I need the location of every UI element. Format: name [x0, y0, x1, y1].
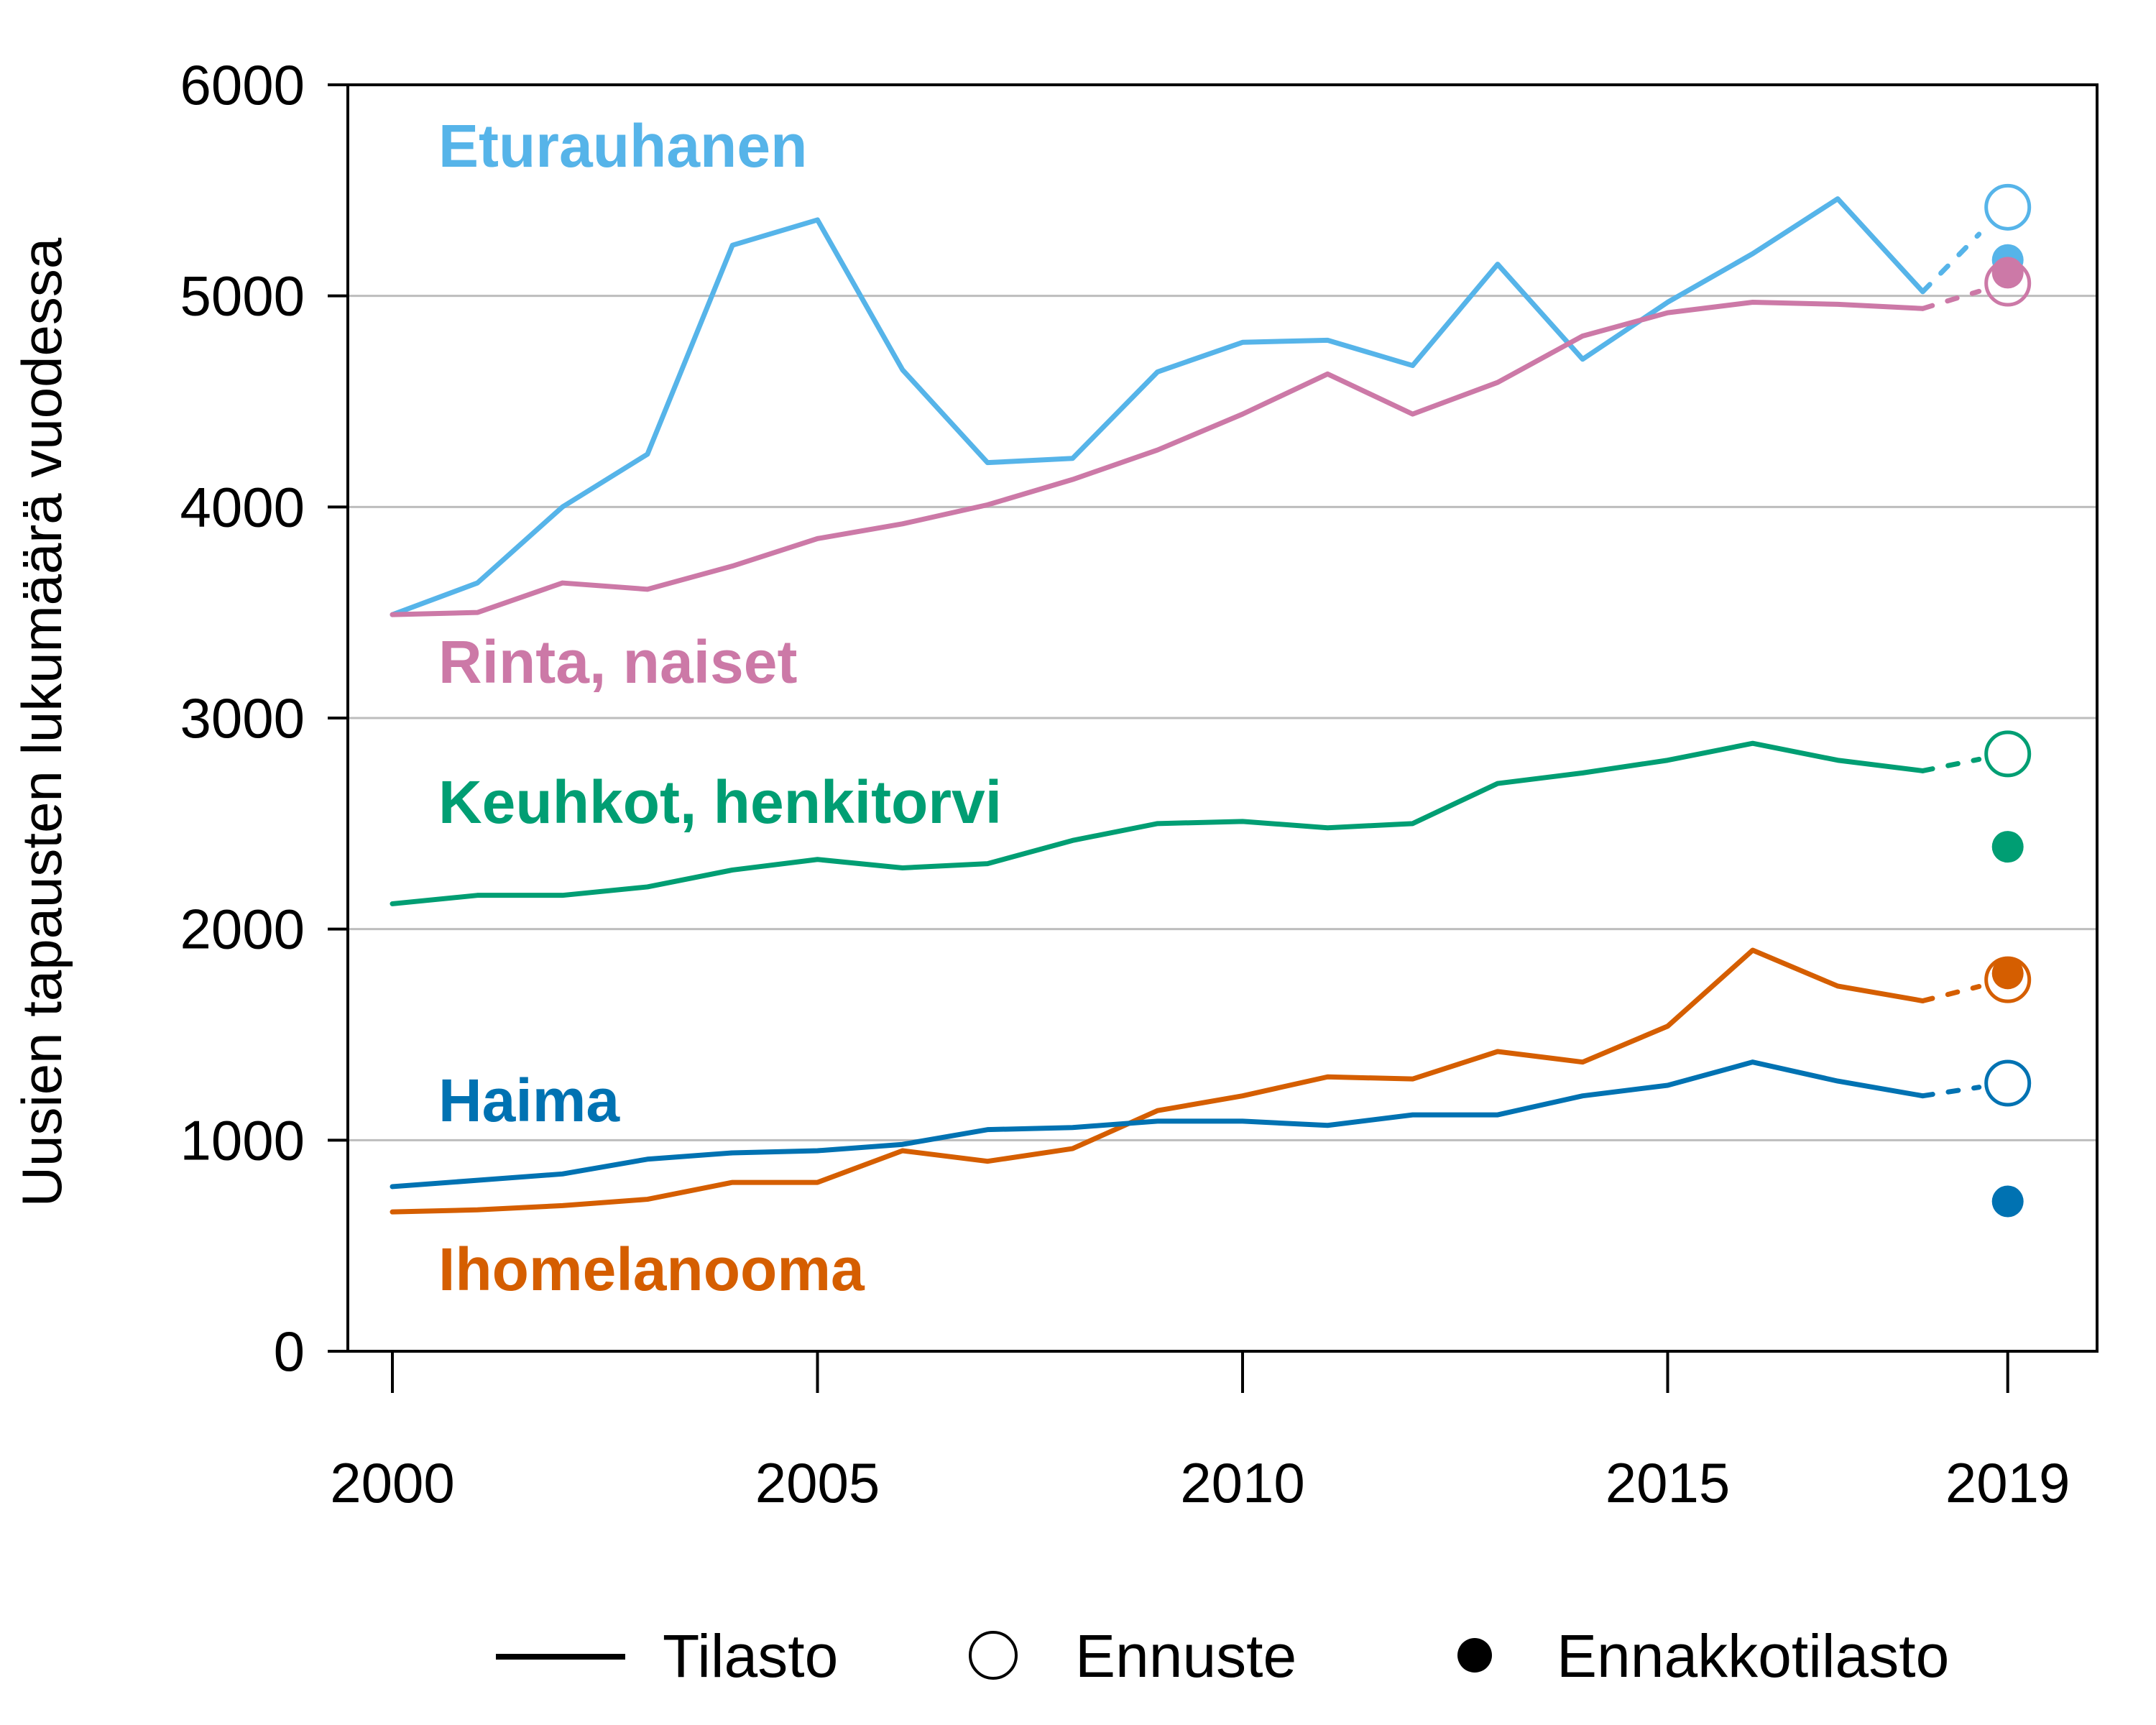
x-tick-label: 2015 — [1606, 1451, 1731, 1514]
y-tick-label: 4000 — [180, 475, 305, 538]
series-line — [390, 196, 1925, 617]
series-label: Keuhkot, henkitorvi — [438, 768, 1002, 836]
y-axis-title: Uusien tapausten lukumäärä vuodessa — [10, 237, 73, 1207]
legend: Tilasto Ennuste Ennakkotilasto — [496, 1622, 1949, 1690]
series-line — [390, 299, 1925, 617]
preliminary-point — [1991, 1185, 2024, 1218]
series-label: Haima — [438, 1067, 620, 1134]
x-tick-label: 2000 — [330, 1451, 455, 1514]
forecast-connector — [1920, 1085, 1982, 1099]
series-4 — [390, 1059, 2032, 1218]
forecast-connector — [1920, 756, 1982, 773]
forecast-connector — [1920, 231, 1982, 295]
axes: 0 1000 2000 3000 4000 5000 6000 2000 2005 2010 201… — [180, 53, 2070, 1514]
series-label: Ihomelanooma — [438, 1236, 865, 1303]
preliminary-point — [1991, 257, 2024, 289]
y-tick-label: 0 — [274, 1320, 305, 1383]
y-tick-label: 3000 — [180, 686, 305, 750]
series-label: Eturauhanen — [438, 112, 807, 180]
series-layer — [390, 183, 2032, 1218]
series-0 — [390, 183, 2032, 617]
x-tick-label: 2010 — [1180, 1451, 1305, 1514]
legend-label-ennakkotilasto: Ennakkotilasto — [1557, 1622, 1949, 1690]
y-tick-label: 5000 — [180, 264, 305, 328]
series-line — [390, 947, 1925, 1215]
series-label: Rinta, naiset — [438, 628, 797, 696]
series-line — [390, 1059, 1925, 1190]
preliminary-point — [1991, 957, 2024, 990]
forecast-point — [1984, 1059, 2032, 1107]
forecast-point — [1984, 183, 2032, 231]
series-1 — [390, 257, 2032, 617]
y-tick-label: 2000 — [180, 898, 305, 961]
preliminary-point — [1991, 831, 2024, 863]
legend-label-ennuste: Ennuste — [1075, 1622, 1296, 1690]
series-2 — [390, 730, 2032, 906]
series-line — [390, 740, 1925, 906]
forecast-connector — [1920, 984, 1982, 1004]
x-tick-label: 2019 — [1945, 1451, 2070, 1514]
y-tick-label: 1000 — [180, 1108, 305, 1172]
legend-label-tilasto: Tilasto — [663, 1622, 838, 1690]
grid-lines — [348, 295, 2097, 1141]
forecast-point — [1984, 730, 2032, 778]
y-tick-label: 6000 — [180, 53, 305, 116]
forecast-connector — [1920, 288, 1982, 311]
series-3 — [390, 947, 2032, 1215]
series-labels: Eturauhanen Rinta, naiset Keuhkot, henkito… — [438, 112, 1002, 1303]
legend-open-circle-marker — [969, 1631, 1018, 1680]
x-tick-label: 2005 — [755, 1451, 880, 1514]
legend-filled-circle-marker — [1457, 1638, 1492, 1673]
